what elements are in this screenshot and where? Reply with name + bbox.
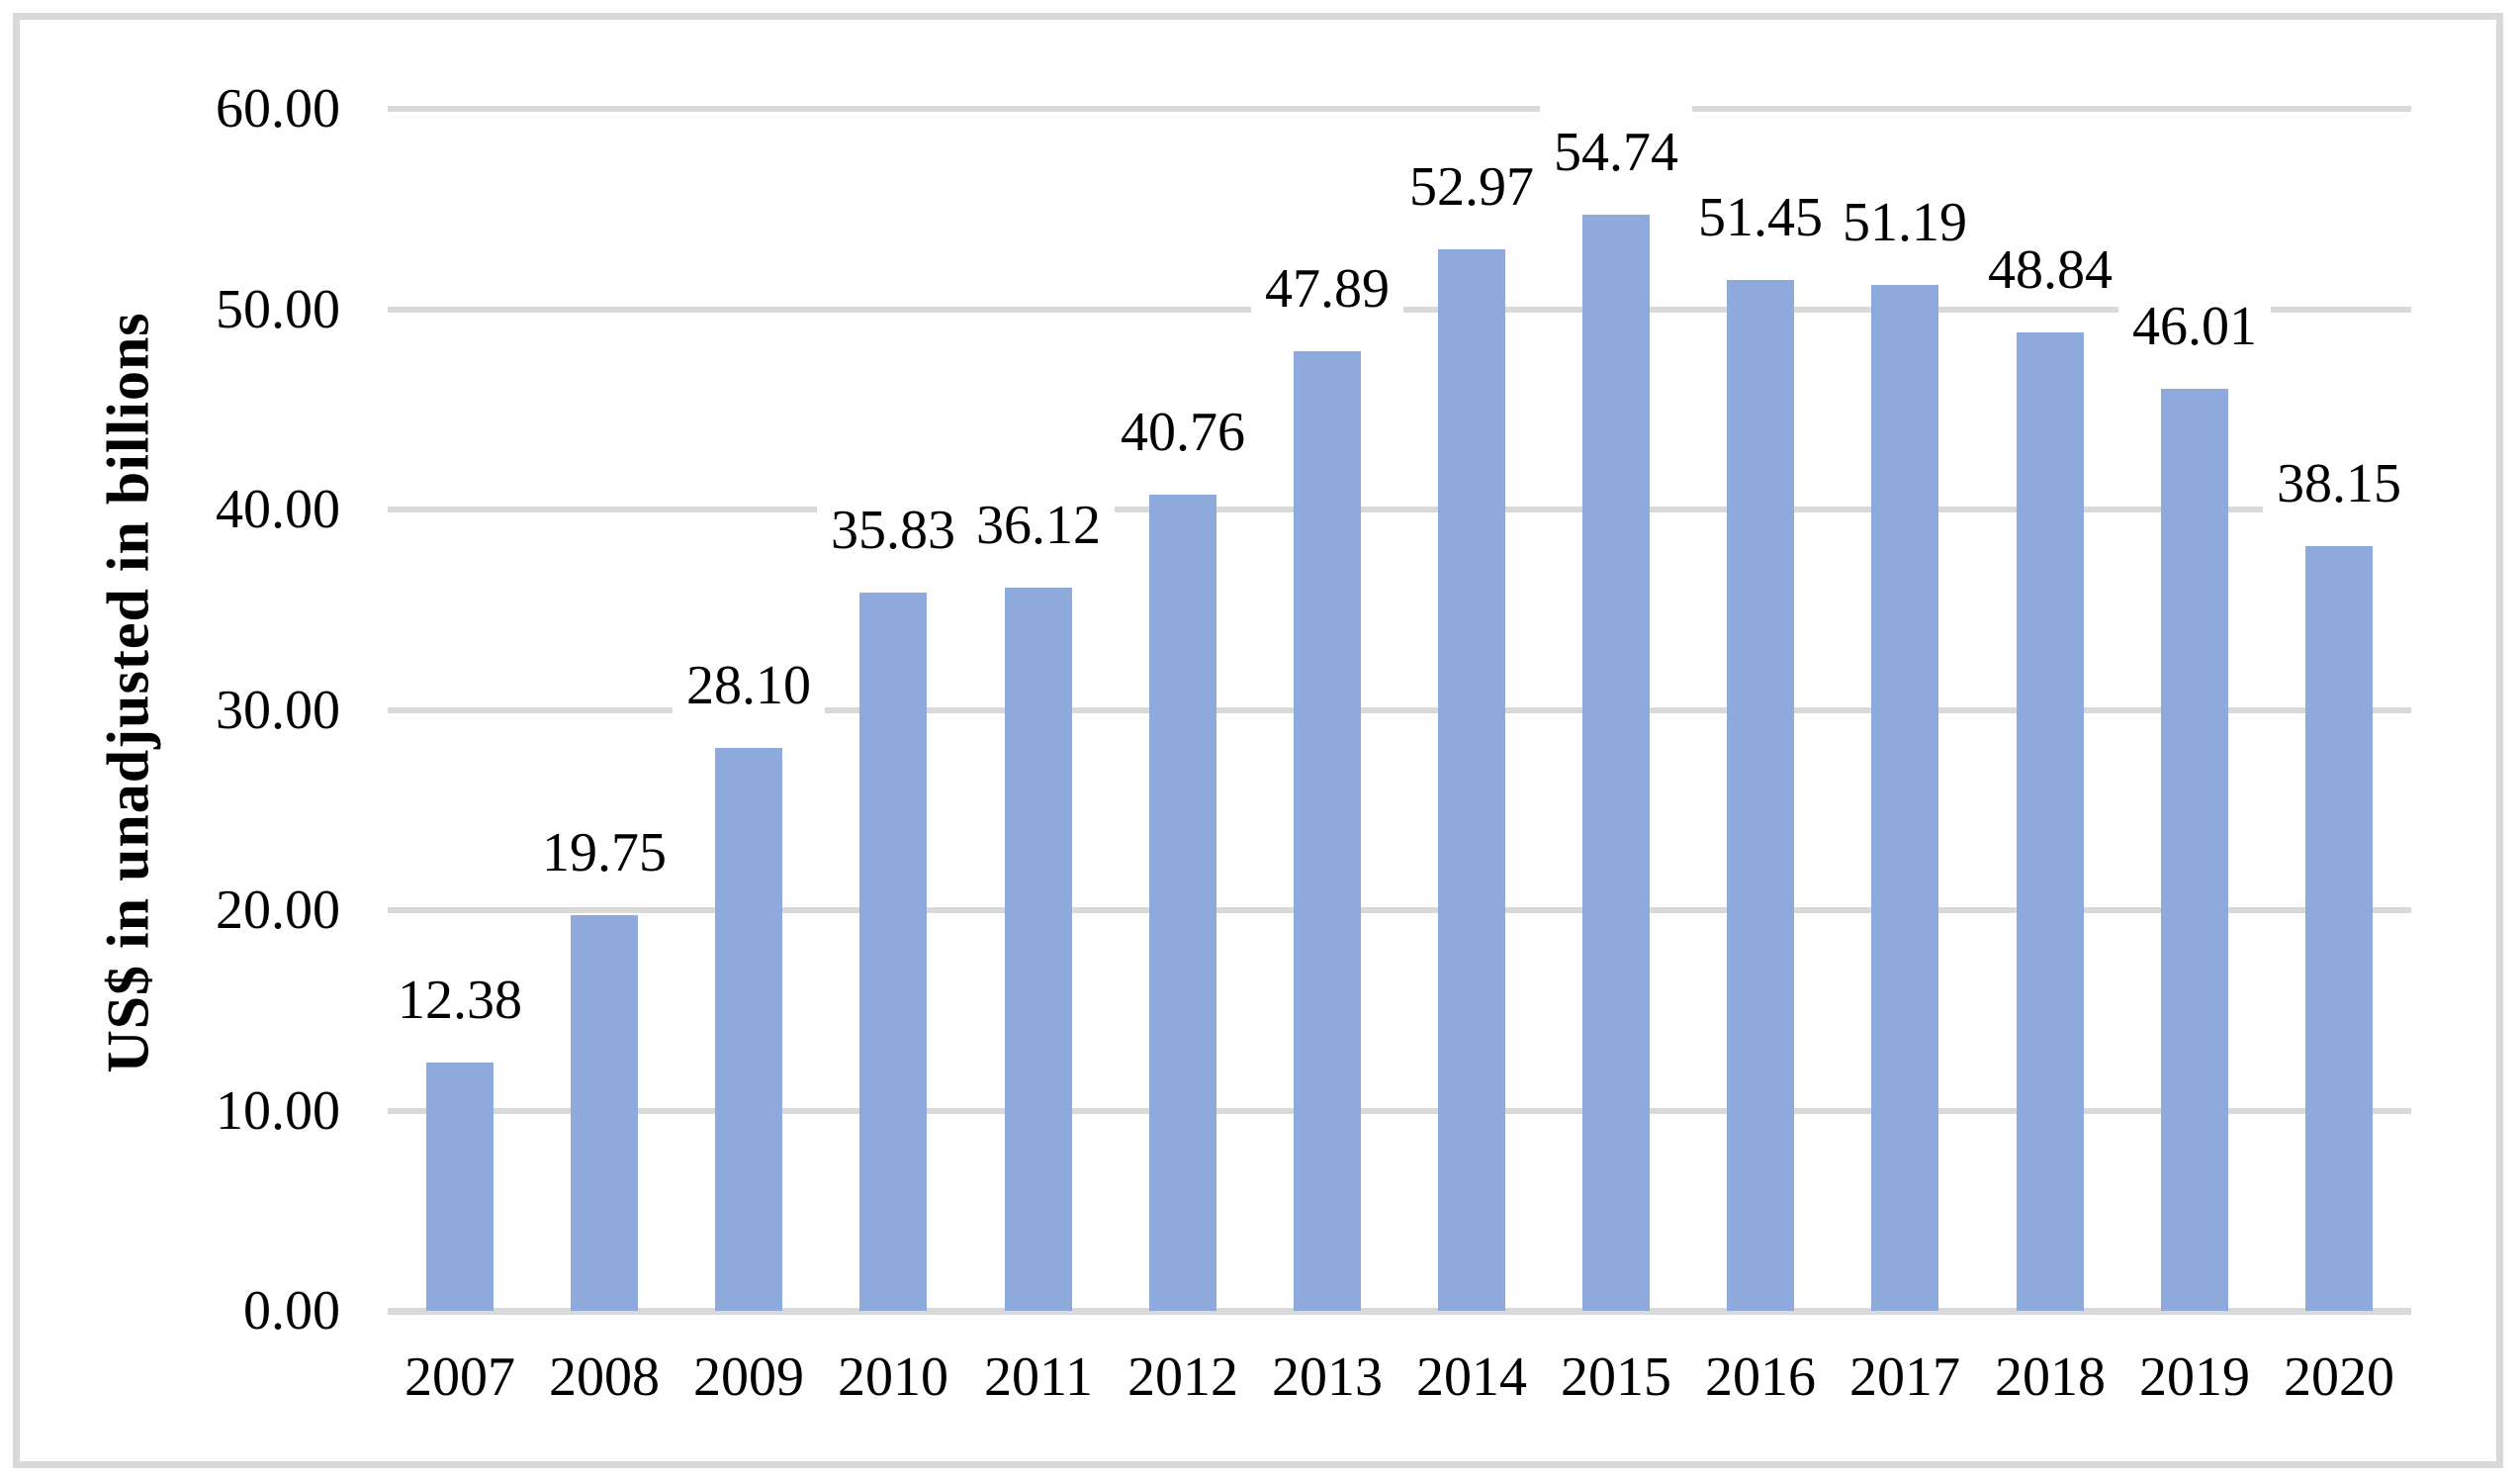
bar-value-label: 47.89 xyxy=(1251,242,1403,322)
gridline xyxy=(388,1308,2411,1315)
x-tick-label: 2009 xyxy=(693,1346,804,1408)
bar-slot: 35.83 2010 xyxy=(817,109,969,1408)
bar-value-label: 51.19 xyxy=(1829,176,1981,255)
bar-value-label: 19.75 xyxy=(528,806,680,885)
bar-value-label: 46.01 xyxy=(2118,280,2271,359)
gridline xyxy=(388,1108,2411,1114)
bar-slot: 38.15 2020 xyxy=(2263,109,2415,1408)
gridline xyxy=(388,707,2411,713)
bar-value-label: 51.45 xyxy=(1684,171,1837,250)
y-tick-label: 20.00 xyxy=(216,880,340,941)
bar-value-label: 38.15 xyxy=(2263,437,2415,516)
bar-slot: 12.38 2007 xyxy=(384,109,536,1408)
bar-2013 xyxy=(1294,351,1361,1311)
bar-2014 xyxy=(1438,249,1505,1311)
bar-2016 xyxy=(1727,280,1794,1311)
bar-2011 xyxy=(1005,588,1072,1311)
bar-slot: 51.45 2016 xyxy=(1684,109,1837,1408)
bar-value-label: 52.97 xyxy=(1395,140,1548,220)
bar-value-label: 36.12 xyxy=(962,479,1115,558)
bar-2012 xyxy=(1149,495,1216,1311)
x-tick-label: 2007 xyxy=(405,1346,515,1408)
bar-value-label: 40.76 xyxy=(1107,386,1259,465)
x-tick-label: 2019 xyxy=(2139,1346,2250,1408)
gridline xyxy=(388,907,2411,913)
bar-2018 xyxy=(2017,332,2084,1311)
plot-area: 12.38 2007 19.75 2008 28.10 2009 35.83 2010 36.1… xyxy=(384,106,2415,1408)
x-tick-label: 2015 xyxy=(1561,1346,1671,1408)
x-tick-label: 2016 xyxy=(1705,1346,1816,1408)
bar-2017 xyxy=(1871,285,1938,1311)
bar-slot: 28.10 2009 xyxy=(673,109,825,1408)
bar-2020 xyxy=(2305,546,2373,1311)
bar-2007 xyxy=(426,1063,494,1311)
y-tick-label: 60.00 xyxy=(216,78,340,139)
y-tick-label: 0.00 xyxy=(243,1280,340,1342)
bar-value-label: 54.74 xyxy=(1540,106,1692,185)
bar-2008 xyxy=(571,915,638,1311)
x-tick-label: 2017 xyxy=(1849,1346,1960,1408)
bar-value-label: 12.38 xyxy=(384,954,536,1033)
x-tick-label: 2018 xyxy=(1995,1346,2106,1408)
bar-slot: 47.89 2013 xyxy=(1251,109,1403,1408)
bar-slot: 46.01 2019 xyxy=(2118,109,2271,1408)
gridline xyxy=(388,507,2411,512)
bar-slot: 51.19 2017 xyxy=(1829,109,1981,1408)
y-tick-label: 50.00 xyxy=(216,279,340,340)
chart-border xyxy=(13,13,2503,1468)
bar-slot: 40.76 2012 xyxy=(1107,109,1259,1408)
x-tick-label: 2014 xyxy=(1416,1346,1527,1408)
bar-value-label: 35.83 xyxy=(817,484,969,563)
y-tick-label: 10.00 xyxy=(216,1080,340,1142)
bar-slot: 48.84 2018 xyxy=(1974,109,2126,1408)
gridline xyxy=(388,106,2411,112)
bar-2015 xyxy=(1582,215,1650,1311)
x-tick-label: 2012 xyxy=(1127,1346,1238,1408)
x-tick-label: 2020 xyxy=(2284,1346,2394,1408)
x-tick-label: 2011 xyxy=(984,1346,1093,1408)
y-tick-label: 30.00 xyxy=(216,680,340,741)
bar-value-label: 28.10 xyxy=(673,639,825,718)
x-tick-label: 2013 xyxy=(1272,1346,1383,1408)
bar-2019 xyxy=(2161,389,2228,1311)
y-tick-label: 40.00 xyxy=(216,479,340,540)
x-tick-label: 2010 xyxy=(838,1346,948,1408)
bar-slot: 19.75 2008 xyxy=(528,109,680,1408)
bar-slot: 54.74 2015 xyxy=(1540,106,1692,1408)
bar-2009 xyxy=(715,748,782,1311)
bar-slot: 36.12 2011 xyxy=(962,109,1115,1408)
bar-slot: 52.97 2014 xyxy=(1395,109,1548,1408)
bar-2010 xyxy=(859,593,927,1311)
x-tick-label: 2008 xyxy=(549,1346,660,1408)
bar-value-label: 48.84 xyxy=(1974,224,2126,303)
